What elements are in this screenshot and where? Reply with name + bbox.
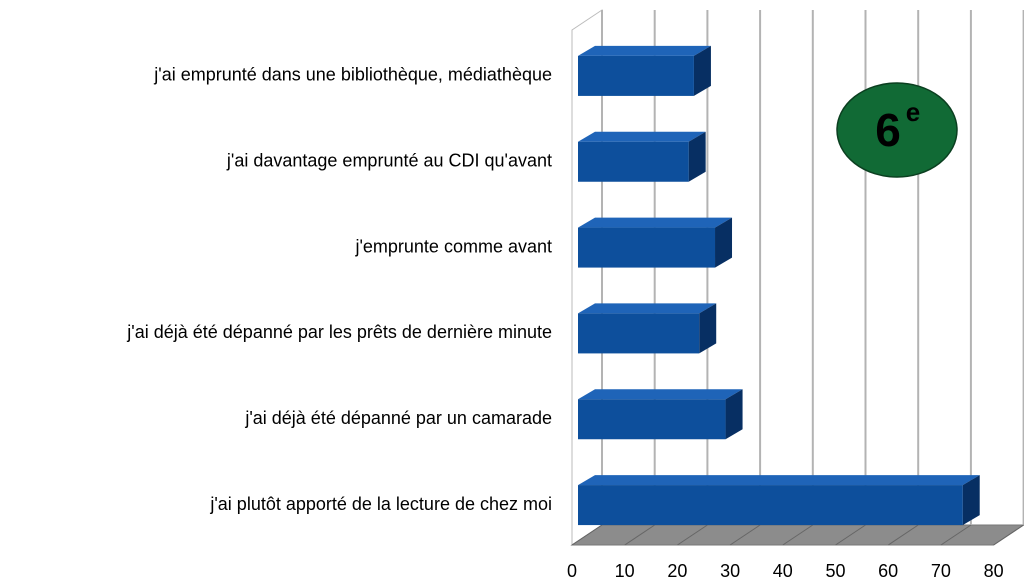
floor-grid-line <box>571 524 603 546</box>
bar-side <box>699 303 717 354</box>
floor-grid-line <box>729 524 761 546</box>
x-tick-label: 10 <box>615 561 635 581</box>
bar-side <box>693 45 711 96</box>
x-tick-label: 60 <box>878 561 898 581</box>
badge-text: 6 <box>875 104 901 156</box>
bar-front <box>578 313 700 354</box>
y-tick-label: j'ai davantage emprunté au CDI qu'avant <box>226 151 552 171</box>
bar-front <box>578 55 694 96</box>
floor-grid-line <box>940 524 972 546</box>
x-tick-label: 40 <box>773 561 793 581</box>
bar-top <box>578 131 706 142</box>
bar-top <box>578 217 733 228</box>
badge-ellipse <box>836 82 958 178</box>
bar-side <box>725 389 743 440</box>
bar-top <box>578 389 743 400</box>
y-tick-label: j'emprunte comme avant <box>354 236 552 256</box>
bar-top <box>578 303 717 314</box>
bar <box>578 303 717 354</box>
floor-grid-line <box>993 524 1024 546</box>
x-tick-label: 30 <box>720 561 740 581</box>
bar <box>578 389 743 440</box>
x-tick-label: 50 <box>825 561 845 581</box>
bar-front <box>578 141 689 182</box>
badge-sup: e <box>906 97 920 127</box>
x-tick-label: 80 <box>984 561 1004 581</box>
x-tick-label: 0 <box>567 561 577 581</box>
bar-side <box>962 475 980 526</box>
floor-grid-line <box>677 524 708 546</box>
bar-side <box>688 131 706 182</box>
bar <box>578 475 980 526</box>
bar-front <box>578 399 726 440</box>
x-tick-label: 20 <box>667 561 687 581</box>
bar <box>578 131 706 182</box>
bar-top <box>578 45 711 56</box>
y-tick-label: j'ai emprunté dans une bibliothèque, méd… <box>153 65 552 85</box>
y-tick-label: j'ai déjà été dépanné par un camarade <box>244 408 552 428</box>
bar-side <box>715 217 733 268</box>
bar-top <box>578 475 980 486</box>
floor-grid-line <box>624 524 655 546</box>
badge: 6 e <box>836 82 958 178</box>
floor-grid-line <box>782 524 814 546</box>
bar-front <box>578 485 963 526</box>
bar <box>578 217 733 268</box>
x-tick-label: 70 <box>931 561 951 581</box>
bar <box>578 45 711 96</box>
floor-grid-line <box>835 524 866 546</box>
bar-front <box>578 227 716 268</box>
floor-grid-line <box>887 524 919 546</box>
y-tick-label: j'ai plutôt apporté de la lecture de che… <box>209 494 552 514</box>
y-tick-label: j'ai déjà été dépanné par les prêts de d… <box>126 322 552 342</box>
